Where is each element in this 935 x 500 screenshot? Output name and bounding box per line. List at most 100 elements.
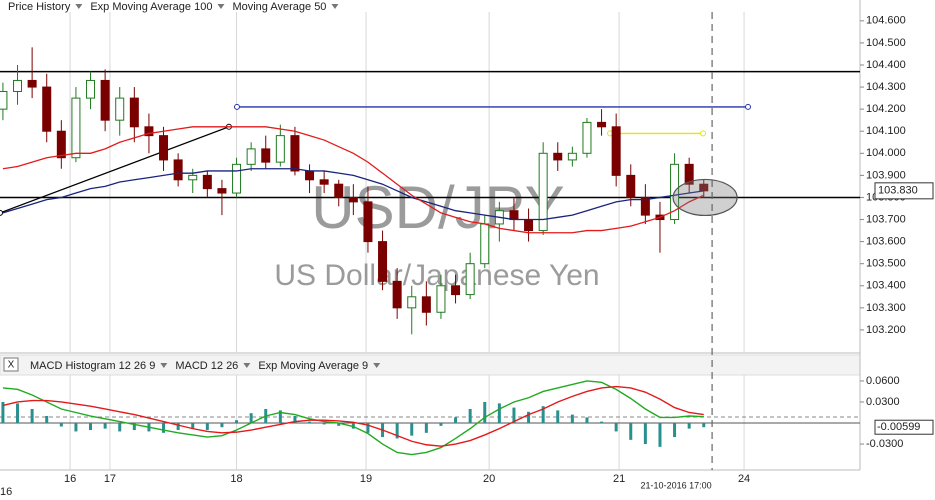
- histogram-bar: [395, 423, 399, 439]
- histogram-bar: [541, 406, 545, 424]
- candle-body: [363, 201, 373, 243]
- legend-entry[interactable]: Moving Average 50: [232, 1, 326, 13]
- y-tick-label: 103.500: [866, 258, 906, 270]
- candle-body: [173, 159, 183, 181]
- y-tick-label: 103.700: [866, 213, 906, 225]
- histogram-bar: [118, 423, 122, 432]
- histogram-bar: [132, 423, 136, 431]
- histogram-bar: [103, 423, 107, 429]
- macd-line: [2, 385, 704, 447]
- histogram-bar: [570, 414, 574, 424]
- legend-entry[interactable]: MACD Histogram 12 26 9: [30, 360, 155, 372]
- candle-body: [319, 179, 329, 185]
- histogram-bar: [249, 413, 253, 424]
- legend-entry[interactable]: Exp Moving Average 100: [90, 1, 212, 13]
- histogram-bar: [614, 423, 618, 432]
- histogram-bar: [337, 423, 341, 426]
- histogram-bar: [454, 417, 458, 424]
- candle-body: [100, 79, 110, 121]
- candle-body: [261, 148, 271, 163]
- histogram-bar: [673, 423, 677, 438]
- legend-dropdown: [373, 363, 381, 368]
- histogram-bar: [322, 423, 326, 425]
- candle-body: [553, 152, 563, 161]
- x-tick-label: 24: [738, 473, 750, 485]
- histogram-bar: [220, 423, 224, 428]
- candle-body: [42, 86, 52, 132]
- x-tick-label: 16: [64, 473, 76, 485]
- legend-entry[interactable]: Exp Moving Average 9: [258, 360, 368, 372]
- histogram-bar: [497, 403, 501, 424]
- current-macd-box: [874, 419, 934, 435]
- candle-body: [334, 183, 344, 198]
- histogram-bar: [308, 421, 312, 424]
- y-tick-label: 104.100: [866, 125, 906, 137]
- legend-entry[interactable]: MACD 12 26: [175, 360, 238, 372]
- candle-body: [56, 130, 66, 159]
- candle-body: [480, 223, 490, 265]
- close-icon[interactable]: X: [8, 360, 15, 371]
- legend-dropdown: [75, 4, 83, 9]
- candle-body: [611, 126, 621, 176]
- legend-dropdown: [331, 4, 339, 9]
- candle-body: [582, 121, 592, 154]
- histogram-bar: [410, 423, 414, 436]
- histogram-bar: [629, 423, 633, 440]
- y-tick-label: 103.300: [866, 302, 906, 314]
- histogram-bar: [556, 410, 560, 424]
- histogram-bar: [643, 423, 647, 445]
- cursor-label: 21-10-2016 17:00: [641, 480, 712, 490]
- histogram-bar: [424, 423, 428, 433]
- highlight-ellipse: [672, 178, 738, 217]
- candle-body: [626, 174, 636, 198]
- y-tick-label: 0.0600: [866, 375, 900, 387]
- histogram-bar: [468, 408, 472, 424]
- legend-dropdown: [217, 4, 225, 9]
- candle-body: [188, 174, 198, 181]
- ma-line: [2, 168, 704, 221]
- candle-body: [246, 148, 256, 165]
- y-tick-label: 103.400: [866, 280, 906, 292]
- histogram-bar: [176, 423, 180, 431]
- candle-body: [86, 79, 96, 99]
- y-tick-label: 104.000: [866, 147, 906, 159]
- candle-body: [129, 97, 139, 128]
- x-tick-label: 19: [360, 473, 372, 485]
- histogram-bar: [366, 423, 370, 433]
- histogram-bar: [293, 416, 297, 424]
- candle-body: [115, 97, 125, 121]
- current-macd-label: -0.00599: [877, 421, 920, 433]
- candle-body: [407, 296, 417, 309]
- candle-body: [202, 174, 212, 190]
- histogram-bar: [30, 408, 34, 424]
- histogram-bar: [483, 401, 487, 424]
- histogram-bar: [89, 423, 93, 431]
- close-button[interactable]: [3, 357, 19, 372]
- legend-entry[interactable]: Price History: [8, 1, 71, 13]
- ma-line: [2, 126, 705, 234]
- candle-body: [159, 135, 169, 161]
- histogram-bar: [59, 423, 63, 427]
- trend-handle: [700, 130, 707, 137]
- candle-body: [640, 196, 650, 216]
- trend-handle: [745, 103, 752, 110]
- candle-body: [509, 210, 519, 221]
- candle-body: [436, 285, 446, 313]
- trend-line: [0, 126, 230, 214]
- x-tick-label: 20: [483, 473, 495, 485]
- x-tick-label: 21: [613, 473, 625, 485]
- histogram-bar: [1, 401, 5, 424]
- y-tick-label: 104.300: [866, 81, 906, 93]
- y-tick-label: 104.600: [866, 15, 906, 27]
- candle-body: [305, 170, 315, 181]
- candle-body: [524, 219, 534, 232]
- histogram-bar: [16, 403, 20, 424]
- x-tick-label: 17: [104, 473, 116, 485]
- candle-body: [71, 97, 81, 159]
- histogram-bar: [191, 423, 195, 429]
- candle-body: [378, 241, 388, 282]
- histogram-bar: [512, 407, 516, 424]
- histogram-bar: [687, 423, 691, 429]
